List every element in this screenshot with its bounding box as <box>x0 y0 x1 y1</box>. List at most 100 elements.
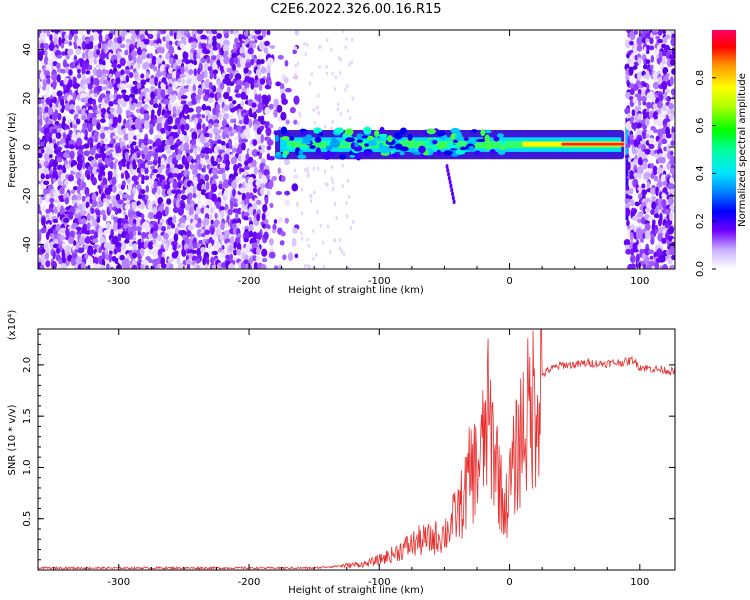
noise-blob <box>193 147 198 157</box>
noise-blob <box>60 262 67 269</box>
noise-blob <box>126 30 131 33</box>
noise-blob <box>55 247 61 254</box>
noise-blob <box>200 39 207 44</box>
noise-blob <box>111 63 118 68</box>
noise-blob <box>669 150 674 156</box>
noise-blob <box>85 58 90 64</box>
carrier-blob <box>409 147 416 153</box>
noise-blob <box>93 231 99 239</box>
noise-blob <box>225 159 230 167</box>
colorbar-tick-label: 0.2 <box>695 213 706 229</box>
noise-blob <box>234 73 242 81</box>
noise-blob <box>294 30 300 36</box>
noise-blob <box>56 157 63 163</box>
noise-blob <box>116 71 121 80</box>
noise-blob <box>208 43 212 49</box>
noise-blob <box>83 150 90 157</box>
noise-blob <box>172 180 179 190</box>
noise-blob <box>137 63 141 70</box>
colorbar-tick-label: 0.6 <box>695 118 706 134</box>
noise-blob <box>115 145 122 155</box>
noise-blob <box>637 106 642 111</box>
noise-blob <box>203 94 209 102</box>
noise-blob <box>260 144 266 150</box>
noise-blob <box>145 194 149 201</box>
noise-blob <box>645 59 651 65</box>
noise-blob <box>309 198 313 203</box>
noise-blob <box>304 52 308 57</box>
noise-blob <box>266 139 274 146</box>
noise-blob <box>266 189 270 198</box>
noise-blob <box>43 167 49 175</box>
noise-blob <box>626 53 630 59</box>
noise-blob <box>351 96 354 101</box>
noise-blob <box>160 203 165 208</box>
noise-blob <box>244 160 249 167</box>
edge-spike-core <box>625 127 628 160</box>
noise-blob <box>152 65 158 72</box>
noise-blob <box>665 30 670 35</box>
noise-blob <box>140 200 145 210</box>
noise-blob <box>137 194 143 200</box>
noise-blob <box>644 223 651 231</box>
noise-blob <box>668 225 674 235</box>
noise-blob <box>153 151 159 160</box>
noise-blob <box>141 123 145 129</box>
noise-blob <box>324 124 327 129</box>
noise-blob <box>100 181 104 191</box>
noise-blob <box>171 218 177 224</box>
noise-blob <box>243 237 249 243</box>
noise-blob <box>346 84 349 89</box>
noise-blob <box>205 109 211 115</box>
noise-blob <box>96 30 103 35</box>
noise-blob <box>156 263 161 269</box>
noise-blob <box>218 98 222 104</box>
carrier-blob <box>356 133 364 142</box>
noise-blob <box>115 241 122 249</box>
noise-blob <box>191 30 198 37</box>
noise-blob <box>648 143 655 150</box>
noise-blob <box>652 165 658 176</box>
noise-blob <box>177 182 182 189</box>
noise-blob <box>183 142 190 152</box>
carrier-blob <box>344 128 354 136</box>
noise-blob <box>244 61 252 69</box>
noise-blob <box>193 59 198 66</box>
noise-blob <box>112 222 119 232</box>
noise-blob <box>252 187 258 194</box>
noise-blob <box>271 175 277 182</box>
noise-blob <box>632 96 639 104</box>
noise-blob <box>168 102 173 111</box>
noise-blob <box>254 39 258 44</box>
noise-blob <box>82 83 86 91</box>
noise-blob <box>161 56 165 62</box>
noise-blob <box>51 73 58 81</box>
noise-blob <box>185 230 192 238</box>
noise-blob <box>57 200 61 207</box>
noise-blob <box>291 237 297 248</box>
noise-blob <box>228 263 235 269</box>
noise-blob <box>325 71 329 76</box>
noise-blob <box>629 254 636 264</box>
noise-blob <box>108 253 112 263</box>
streak-blob <box>449 183 453 189</box>
noise-blob <box>122 211 127 216</box>
noise-blob <box>216 32 223 40</box>
carrier-blob <box>450 127 460 134</box>
carrier-blob <box>394 143 403 150</box>
noise-blob <box>152 168 159 174</box>
noise-blob <box>659 191 663 201</box>
noise-blob <box>245 183 250 193</box>
noise-blob <box>625 202 631 209</box>
noise-blob <box>188 192 193 201</box>
noise-blob <box>176 256 181 265</box>
noise-blob <box>87 123 93 133</box>
noise-blob <box>641 183 646 189</box>
noise-blob <box>86 174 91 181</box>
noise-blob <box>233 164 238 173</box>
noise-blob <box>317 166 320 171</box>
noise-blob <box>335 216 338 221</box>
noise-blob <box>38 152 43 159</box>
noise-blob <box>81 181 87 189</box>
noise-blob <box>341 184 344 189</box>
